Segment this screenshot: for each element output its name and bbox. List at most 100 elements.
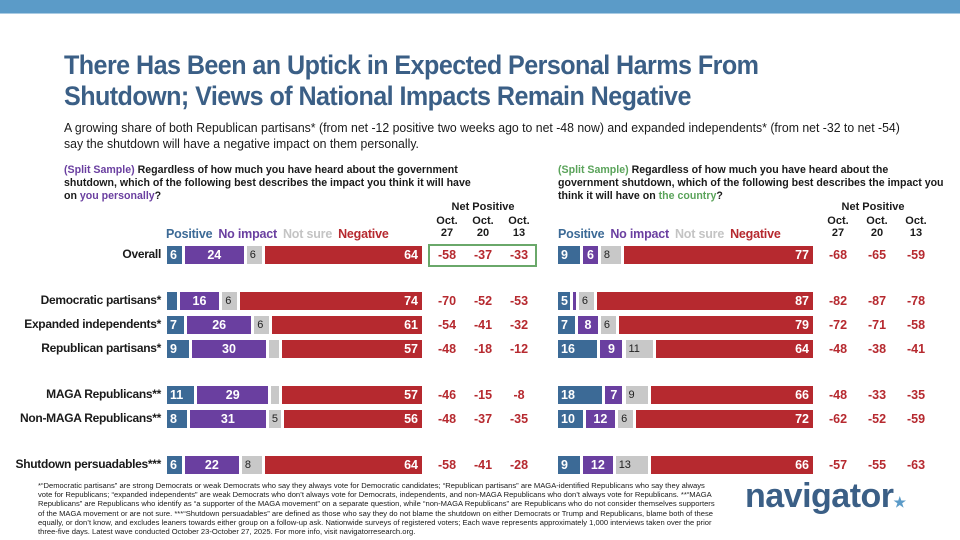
question-right: (Split Sample) Regardless of how much yo…	[558, 164, 948, 203]
net-positive-value: -32	[509, 318, 529, 332]
legend-negative: Negative	[338, 227, 389, 241]
no-impact-segment: 12	[585, 410, 616, 428]
row-label: Shutdown persuadables***	[15, 457, 162, 471]
navigator-logo: navigator★	[745, 477, 906, 516]
not-sure-segment: 8	[241, 456, 262, 474]
positive-segment	[167, 292, 177, 310]
col-header-oct20: Oct. 20	[465, 215, 501, 239]
split-sample-tag: (Split Sample)	[558, 164, 629, 176]
net-positive-value: -58	[437, 248, 457, 262]
net-positive-value: -65	[867, 248, 887, 262]
negative-segment: 72	[635, 410, 813, 428]
net-positive-value: -33	[509, 248, 529, 262]
col-header-day: 20	[870, 227, 884, 239]
net-positive-value: -63	[906, 458, 926, 472]
net-positive-value: -18	[473, 342, 493, 356]
row-label: Overall	[122, 247, 161, 261]
net-positive-value: -53	[509, 294, 529, 308]
positive-segment: 16	[558, 340, 598, 358]
footnote: *“Democratic partisans” are strong Democ…	[38, 481, 715, 537]
legend-negative: Negative	[730, 227, 781, 241]
net-positive-value: -48	[828, 342, 848, 356]
positive-segment: 9	[558, 456, 581, 474]
row-label: Expanded independents*	[24, 317, 161, 331]
no-impact-segment: 9	[600, 340, 623, 358]
positive-segment: 5	[558, 292, 571, 310]
col-header-day: 27	[831, 227, 845, 239]
negative-segment: 64	[264, 456, 422, 474]
negative-segment: 61	[271, 316, 422, 334]
row-label: Democratic partisans*	[40, 293, 162, 307]
not-sure-segment	[268, 340, 279, 358]
net-positive-value: -41	[473, 458, 493, 472]
not-sure-segment	[271, 386, 279, 404]
no-impact-segment: 26	[187, 316, 252, 334]
net-positive-value: -48	[437, 412, 457, 426]
legend-positive: Positive	[558, 227, 605, 241]
not-sure-segment: 13	[615, 456, 648, 474]
net-positive-value: -78	[906, 294, 926, 308]
question-end: ?	[716, 190, 723, 202]
legend-not-sure: Not sure	[674, 227, 725, 241]
col-header-oct20: Oct. 20	[859, 215, 895, 239]
net-positive-value: -48	[828, 388, 848, 402]
positive-segment: 7	[558, 316, 576, 334]
positive-segment: 9	[558, 246, 581, 264]
page-title: There Has Been an Uptick in Expected Per…	[64, 50, 759, 111]
question-emphasis: the country	[658, 190, 717, 202]
legend-left: Positive No impact Not sure Negative	[166, 227, 389, 241]
net-positive-value: -58	[906, 318, 926, 332]
negative-segment: 66	[650, 456, 813, 474]
highlight-box-overall	[428, 244, 537, 267]
net-positive-header-right: Net Positive	[841, 201, 905, 213]
net-positive-value: -59	[906, 412, 926, 426]
net-positive-header-left: Net Positive	[451, 201, 515, 213]
not-sure-segment: 11	[625, 340, 653, 358]
net-positive-value: -48	[437, 342, 457, 356]
net-positive-value: -41	[473, 318, 493, 332]
net-positive-value: -54	[437, 318, 457, 332]
net-positive-value: -35	[509, 412, 529, 426]
col-header-day: 27	[440, 227, 454, 239]
no-impact-segment	[573, 292, 576, 310]
no-impact-segment: 12	[583, 456, 613, 474]
no-impact-segment: 30	[192, 340, 266, 358]
col-header-oct27: Oct. 27	[429, 215, 465, 239]
net-positive-value: -33	[867, 388, 887, 402]
negative-segment: 66	[650, 386, 813, 404]
not-sure-segment: 8	[600, 246, 621, 264]
col-header-month: Oct.	[436, 215, 458, 227]
col-header-month: Oct.	[827, 215, 849, 227]
net-positive-value: -28	[509, 458, 529, 472]
legend-not-sure: Not sure	[282, 227, 333, 241]
net-positive-value: -59	[906, 248, 926, 262]
no-impact-segment: 16	[179, 292, 220, 310]
question-text: Regardless of how much you have heard ab…	[64, 164, 471, 202]
net-positive-value: -8	[513, 388, 525, 402]
net-positive-value: -87	[867, 294, 887, 308]
no-impact-segment: 31	[189, 410, 266, 428]
col-header-month: Oct.	[472, 215, 494, 227]
not-sure-segment: 9	[625, 386, 648, 404]
net-positive-value: -38	[867, 342, 887, 356]
legend-no-impact: No impact	[218, 227, 277, 241]
net-positive-value: -46	[437, 388, 457, 402]
not-sure-segment: 6	[578, 292, 594, 310]
negative-segment: 87	[596, 292, 813, 310]
col-header-day: 13	[909, 227, 923, 239]
legend-positive: Positive	[166, 227, 213, 241]
star-icon: ★	[893, 494, 907, 510]
question-emphasis: you personally	[79, 190, 155, 202]
negative-segment: 64	[264, 246, 422, 264]
page-subtitle: A growing share of both Republican parti…	[64, 120, 900, 151]
col-header-oct13: Oct. 13	[898, 215, 934, 239]
col-header-day: 13	[512, 227, 526, 239]
net-positive-value: -37	[473, 412, 493, 426]
negative-segment: 57	[281, 340, 422, 358]
net-positive-value: -15	[473, 388, 493, 402]
question-left: (Split Sample) Regardless of how much yo…	[64, 164, 484, 203]
not-sure-segment: 6	[222, 292, 237, 310]
negative-segment: 64	[655, 340, 813, 358]
no-impact-segment: 24	[184, 246, 244, 264]
net-positive-value: -57	[828, 458, 848, 472]
